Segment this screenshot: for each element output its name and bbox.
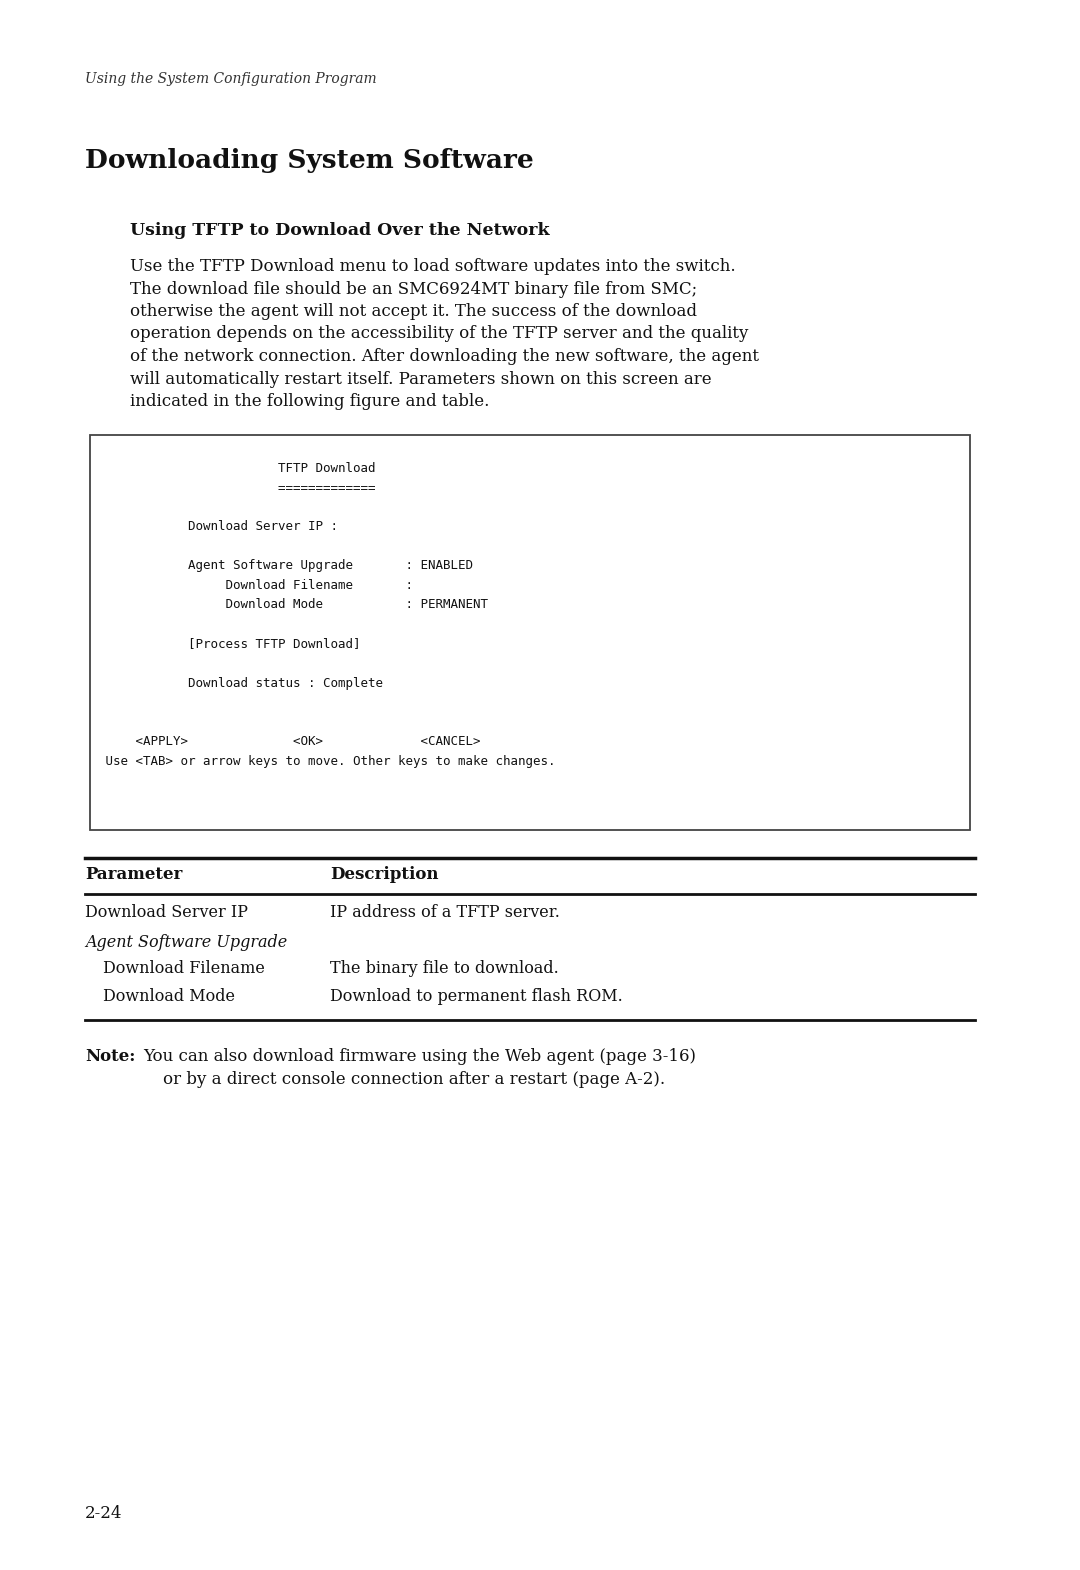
Text: of the network connection. After downloading the new software, the agent: of the network connection. After downloa… <box>130 349 759 364</box>
Text: Use <TAB> or arrow keys to move. Other keys to make changes.: Use <TAB> or arrow keys to move. Other k… <box>98 755 555 768</box>
Text: Download status : Complete: Download status : Complete <box>98 677 383 689</box>
Text: Download Mode: Download Mode <box>103 988 235 1005</box>
Text: Download Filename       :: Download Filename : <box>98 579 413 592</box>
Text: indicated in the following figure and table.: indicated in the following figure and ta… <box>130 392 489 410</box>
Text: Agent Software Upgrade       : ENABLED: Agent Software Upgrade : ENABLED <box>98 559 473 573</box>
Text: Agent Software Upgrade: Agent Software Upgrade <box>85 934 287 951</box>
Text: Download to permanent flash ROM.: Download to permanent flash ROM. <box>330 988 623 1005</box>
Text: Note:: Note: <box>85 1049 135 1064</box>
Text: will automatically restart itself. Parameters shown on this screen are: will automatically restart itself. Param… <box>130 371 712 388</box>
Text: =============: ============= <box>98 482 376 495</box>
Text: Download Server IP: Download Server IP <box>85 904 248 922</box>
Text: Parameter: Parameter <box>85 867 183 882</box>
Bar <box>90 435 970 831</box>
Text: 2-24: 2-24 <box>85 1506 122 1521</box>
Text: IP address of a TFTP server.: IP address of a TFTP server. <box>330 904 559 922</box>
Text: You can also download firmware using the Web agent (page 3-16): You can also download firmware using the… <box>143 1049 696 1064</box>
Text: TFTP Download: TFTP Download <box>98 462 376 476</box>
Text: The binary file to download.: The binary file to download. <box>330 959 558 977</box>
Text: Using TFTP to Download Over the Network: Using TFTP to Download Over the Network <box>130 221 550 239</box>
Text: Downloading System Software: Downloading System Software <box>85 148 534 173</box>
Text: Use the TFTP Download menu to load software updates into the switch.: Use the TFTP Download menu to load softw… <box>130 257 735 275</box>
Text: <APPLY>              <OK>             <CANCEL>: <APPLY> <OK> <CANCEL> <box>98 735 481 747</box>
Text: Description: Description <box>330 867 438 882</box>
Text: Using the System Configuration Program: Using the System Configuration Program <box>85 72 377 86</box>
Text: operation depends on the accessibility of the TFTP server and the quality: operation depends on the accessibility o… <box>130 325 748 342</box>
Text: The download file should be an SMC6924MT binary file from SMC;: The download file should be an SMC6924MT… <box>130 281 697 297</box>
Text: Download Filename: Download Filename <box>103 959 265 977</box>
Text: or by a direct console connection after a restart (page A-2).: or by a direct console connection after … <box>163 1071 665 1088</box>
Text: otherwise the agent will not accept it. The success of the download: otherwise the agent will not accept it. … <box>130 303 697 320</box>
Text: [Process TFTP Download]: [Process TFTP Download] <box>98 637 361 650</box>
Text: Download Server IP :: Download Server IP : <box>98 521 338 534</box>
Text: Download Mode           : PERMANENT: Download Mode : PERMANENT <box>98 598 488 611</box>
